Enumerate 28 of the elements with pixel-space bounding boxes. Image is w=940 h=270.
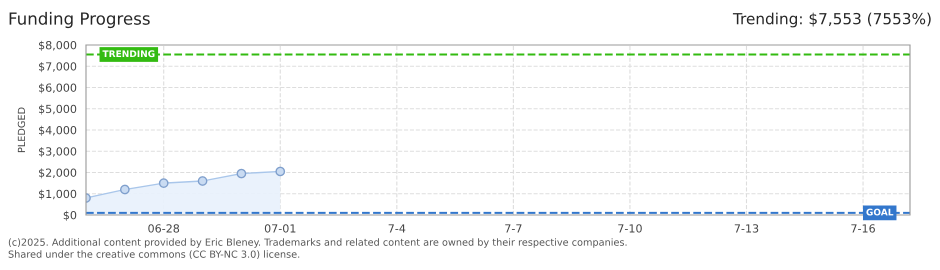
point [120,184,130,194]
x-tick-label: 06-28 [148,224,180,233]
x-tick-label: 7-10 [618,224,642,233]
point [198,176,208,186]
point [158,178,169,188]
point [275,166,286,176]
y-tick-label: $0 [64,210,76,221]
y-tick-label: $5,000 [39,104,76,115]
x-tick-label: 7-13 [734,224,758,233]
chart-subtitle: Trending: $7,553 (7553%) [732,12,931,28]
y-tick-label: $7,000 [39,62,76,72]
x-tick-label: 7-16 [851,224,875,233]
ref-line-label: TRENDING [102,50,154,58]
x-tick-label: 7-4 [388,224,406,232]
text: (c)2025. Additional content provided by Eric Bleney. Trademarks and related content are owned by their respective companies. [8,238,627,248]
y-tick-label: $4,000 [39,126,76,136]
x-tick-label: 7-7 [505,224,522,232]
y-axis-title: PLEDGED [18,108,26,152]
y-tick-label: $6,000 [39,83,76,94]
y-tick-label: $3,000 [39,147,76,158]
y-tick-label: $8,000 [39,40,76,51]
chart-title: Funding Progress [10,12,150,28]
point [236,168,246,178]
x-tick-label: 07-01 [264,224,296,233]
y-tick-label: $1,000 [39,190,76,200]
text: Shared under the creative commons (CC BY-NC 3.0) license. [8,250,300,259]
ref-line-label: GOAL [866,208,894,216]
y-tick-label: $2,000 [39,168,76,178]
